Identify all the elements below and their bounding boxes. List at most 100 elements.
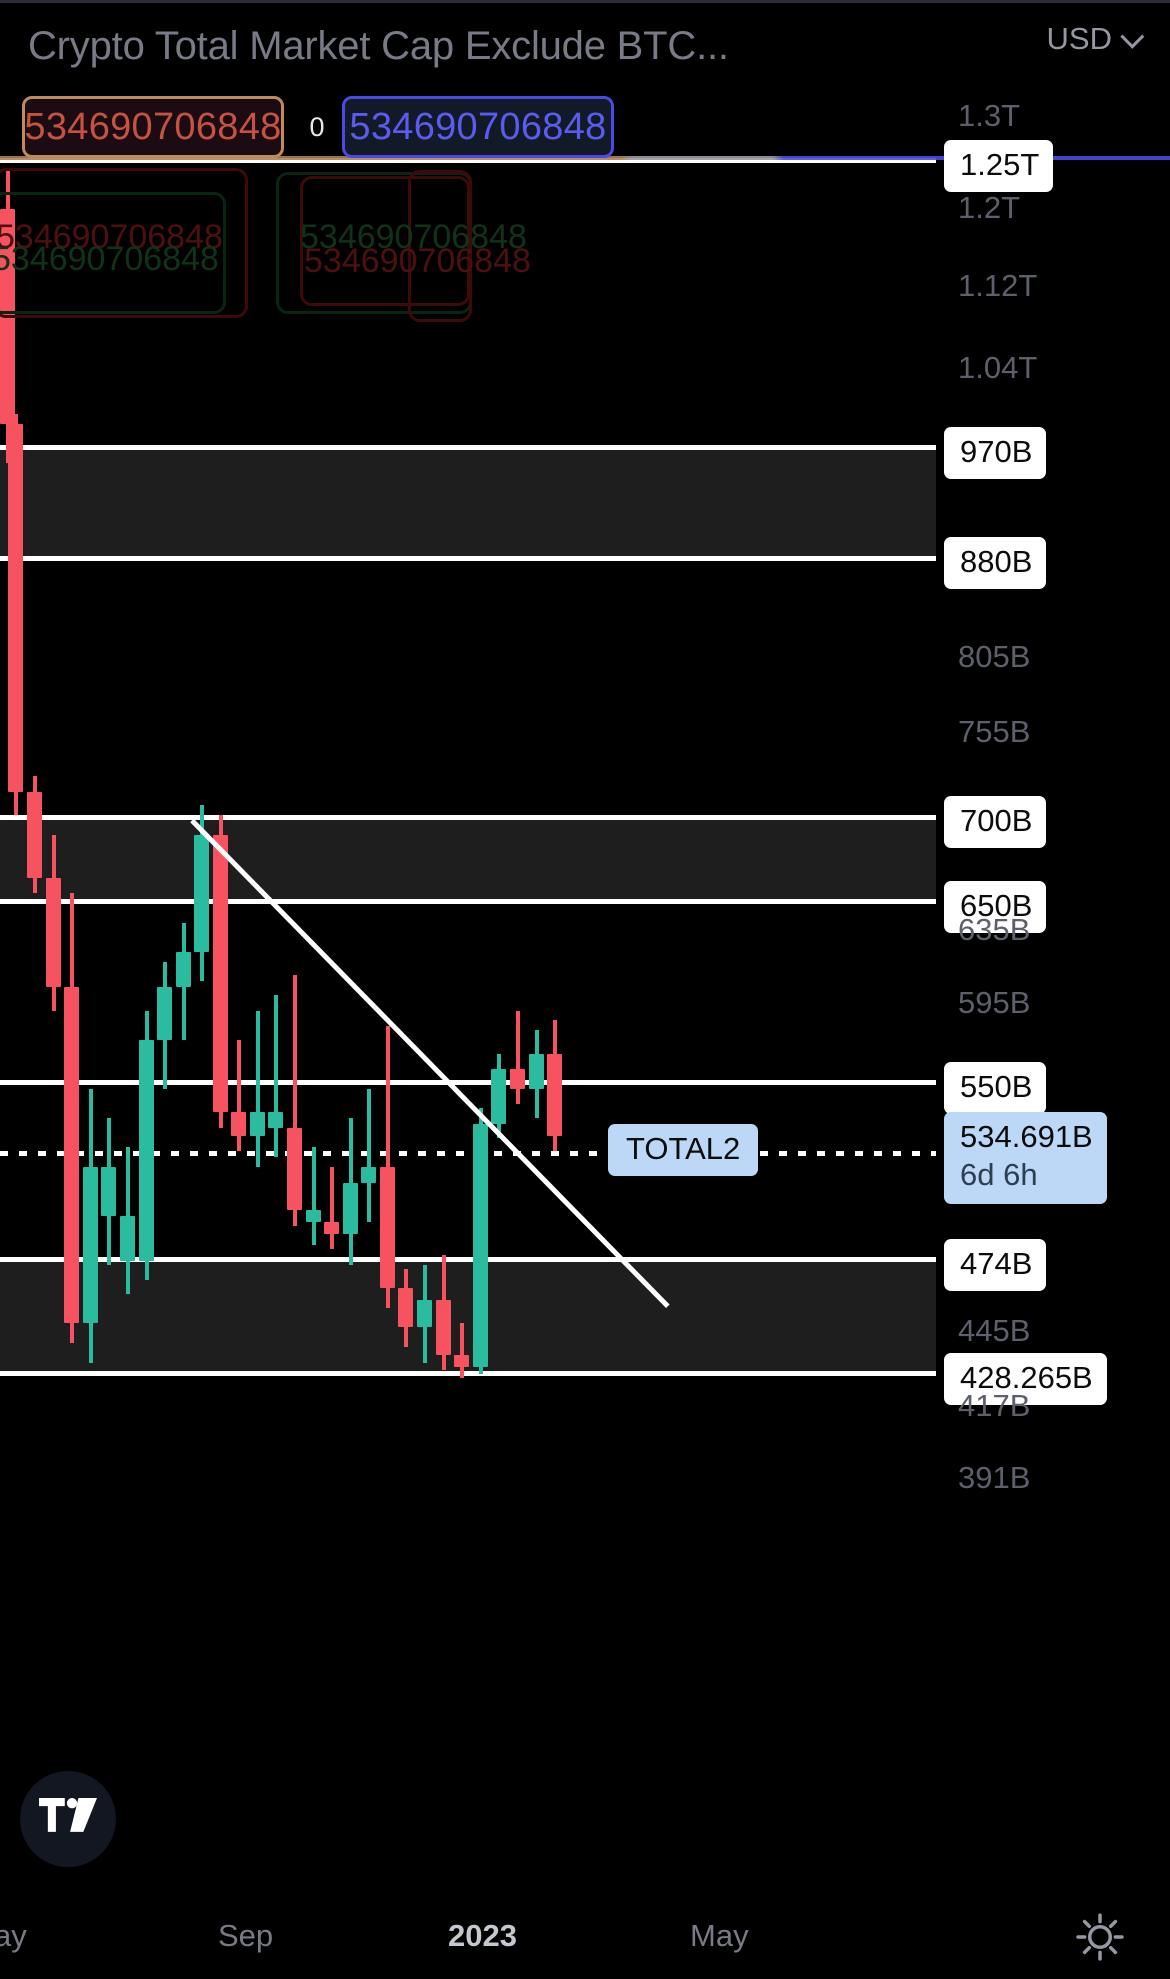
price-axis-pill[interactable]: 970B — [944, 427, 1047, 479]
page-title: Crypto Total Market Cap Exclude BTC... — [28, 24, 729, 68]
price-axis-tick: 391B — [958, 1460, 1031, 1495]
candle-wick — [292, 975, 297, 1226]
candlestick — [529, 1030, 544, 1119]
candle-body — [306, 1210, 321, 1222]
candlestick — [436, 1255, 451, 1371]
candle-body — [8, 423, 23, 792]
time-axis[interactable]: ay Sep 2023 May — [0, 1893, 1170, 1979]
motion-blur-bar — [0, 156, 1170, 160]
support-resistance-line[interactable] — [0, 1371, 936, 1376]
candle-body — [27, 791, 42, 878]
price-axis-pill[interactable]: 880B — [944, 537, 1047, 589]
chart-plot-area[interactable] — [0, 0, 936, 1905]
tradingview-logo-icon[interactable] — [20, 1771, 116, 1867]
currency-label: USD — [1046, 21, 1112, 56]
candlestick — [306, 1147, 321, 1246]
price-zone — [0, 448, 936, 558]
price-axis-tick: 755B — [958, 714, 1031, 749]
current-price-pill[interactable]: 534.691B 6d 6h — [944, 1112, 1107, 1204]
candle-body — [101, 1167, 116, 1216]
candlestick — [250, 1010, 265, 1168]
candlestick — [157, 961, 172, 1089]
price-zone — [0, 1260, 936, 1372]
candlestick — [101, 1118, 116, 1265]
price-axis-pill[interactable]: 1.25T — [944, 140, 1054, 192]
time-axis-label: 2023 — [448, 1918, 517, 1953]
support-resistance-line[interactable] — [0, 815, 936, 820]
gear-icon — [1076, 1913, 1124, 1961]
candle-body — [231, 1112, 246, 1136]
candlestick — [287, 975, 302, 1226]
candle-body — [361, 1167, 376, 1183]
price-axis-tick: 1.04T — [958, 350, 1038, 385]
candle-wick — [236, 1039, 241, 1152]
price-axis[interactable]: 1.3T 1.25T 1.2T 1.12T 1.04T 970B 880B 805B 755B 7… — [936, 0, 1170, 1905]
candle-wick — [366, 1088, 371, 1222]
candle-body — [287, 1127, 302, 1211]
candlestick — [343, 1118, 358, 1265]
middle-value-label: 0 — [309, 112, 325, 142]
candle-wick — [459, 1323, 464, 1379]
candlestick — [64, 893, 79, 1344]
candlestick — [398, 1268, 413, 1347]
price-axis-pill[interactable]: 474B — [944, 1239, 1047, 1291]
price-axis-pill[interactable]: 550B — [944, 1062, 1047, 1114]
candlestick — [27, 775, 42, 894]
candlestick — [361, 1088, 376, 1222]
candlestick — [491, 1053, 506, 1138]
candlestick — [8, 414, 23, 815]
tv-logo-glyph — [39, 1798, 97, 1832]
candle-body — [120, 1215, 135, 1261]
support-resistance-line[interactable] — [0, 556, 936, 561]
candle-body — [324, 1221, 339, 1234]
candlestick — [547, 1020, 562, 1152]
support-resistance-line[interactable] — [0, 899, 936, 904]
bar-countdown: 6d 6h — [960, 1157, 1038, 1192]
candle-body — [473, 1124, 488, 1367]
support-resistance-line[interactable] — [0, 158, 936, 163]
candle-body — [398, 1288, 413, 1328]
candlestick — [380, 1026, 395, 1308]
candle-body — [491, 1069, 506, 1124]
candle-body — [64, 987, 79, 1324]
candle-body — [380, 1167, 395, 1289]
candle-body — [176, 951, 191, 988]
candle-wick — [255, 1010, 260, 1168]
candle-body — [417, 1300, 432, 1328]
series-tag-total2[interactable]: TOTAL2 — [608, 1124, 759, 1176]
time-axis-label: ay — [0, 1918, 27, 1953]
candle-body — [510, 1069, 525, 1089]
candle-body — [250, 1112, 265, 1136]
support-resistance-line[interactable] — [0, 445, 936, 450]
candle-body — [547, 1053, 562, 1136]
price-zone — [0, 818, 936, 900]
support-resistance-line[interactable] — [0, 1257, 936, 1262]
order-value-row: 534690706848 0 534690706848 — [0, 96, 760, 158]
buy-value-box[interactable]: 534690706848 — [342, 96, 614, 158]
candlestick — [194, 805, 209, 982]
candle-body — [194, 834, 209, 952]
price-axis-tick: 635B — [958, 912, 1031, 947]
candlestick — [139, 1010, 154, 1281]
candlestick — [176, 922, 191, 1040]
status-bar-hairline — [0, 0, 1170, 3]
candlestick — [417, 1264, 432, 1363]
chart-settings-button[interactable] — [1072, 1909, 1128, 1965]
candlestick — [268, 994, 283, 1158]
time-axis-label: Sep — [218, 1918, 274, 1953]
price-axis-tick: 445B — [958, 1313, 1031, 1348]
price-line-dotted[interactable] — [0, 1151, 936, 1156]
candle-body — [139, 1039, 154, 1261]
price-axis-pill[interactable]: 700B — [944, 796, 1047, 848]
candle-body — [46, 877, 61, 988]
price-axis-pill[interactable]: 428.265B — [944, 1353, 1107, 1405]
sell-value-box[interactable]: 534690706848 — [22, 96, 284, 158]
currency-selector[interactable]: USD — [1046, 20, 1145, 58]
candle-body — [213, 834, 228, 1113]
candle-body — [83, 1167, 98, 1324]
candle-body — [436, 1300, 451, 1355]
support-resistance-line[interactable] — [0, 1080, 936, 1085]
price-axis-pill[interactable]: 650B — [944, 881, 1047, 933]
candle-wick — [273, 994, 278, 1158]
